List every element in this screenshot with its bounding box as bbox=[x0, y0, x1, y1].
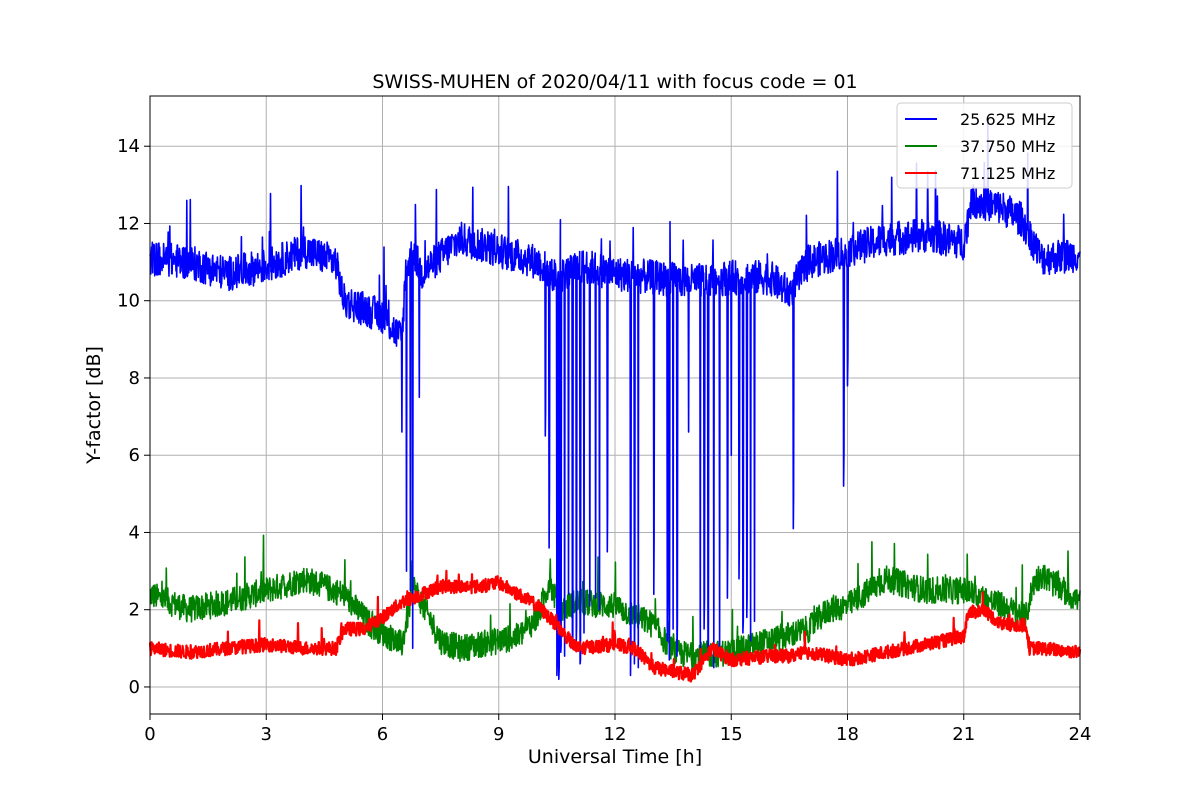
x-tick-label: 21 bbox=[952, 724, 975, 745]
y-axis: 0 2 4 6 8 10 12 14 bbox=[117, 136, 150, 698]
x-tick-label: 15 bbox=[720, 724, 743, 745]
x-axis-label: Universal Time [h] bbox=[528, 746, 702, 768]
x-tick-label: 24 bbox=[1069, 724, 1092, 745]
series-line-0 bbox=[149, 116, 1081, 680]
series-line-2 bbox=[148, 569, 1082, 683]
legend-label-2: 71.125 MHz bbox=[960, 164, 1055, 183]
x-tick-label: 9 bbox=[493, 724, 504, 745]
x-tick-label: 18 bbox=[836, 724, 859, 745]
chart-title: SWISS-MUHEN of 2020/04/11 with focus cod… bbox=[372, 71, 857, 93]
x-tick-label: 3 bbox=[261, 724, 272, 745]
x-tick-label: 6 bbox=[377, 724, 388, 745]
series-layer bbox=[148, 116, 1082, 683]
y-tick-label: 6 bbox=[129, 445, 140, 466]
series-line-1 bbox=[149, 534, 1081, 671]
y-tick-label: 10 bbox=[117, 291, 140, 312]
y-tick-label: 14 bbox=[117, 136, 140, 157]
y-tick-label: 12 bbox=[117, 213, 140, 234]
legend-box bbox=[896, 102, 1073, 189]
x-axis: 0 3 6 9 12 15 18 21 24 bbox=[144, 714, 1091, 745]
legend-label-1: 37.750 MHz bbox=[960, 137, 1055, 156]
x-tick-label: 0 bbox=[144, 724, 155, 745]
y-tick-label: 8 bbox=[129, 368, 140, 389]
y-tick-label: 4 bbox=[129, 522, 140, 543]
y-tick-label: 2 bbox=[129, 600, 140, 621]
legend-label-0: 25.625 MHz bbox=[960, 110, 1055, 129]
y-axis-label: Y-factor [dB] bbox=[83, 346, 105, 465]
x-tick-label: 12 bbox=[604, 724, 627, 745]
legend: 25.625 MHz 37.750 MHz 71.125 MHz bbox=[896, 102, 1073, 189]
y-tick-label: 0 bbox=[129, 677, 140, 698]
